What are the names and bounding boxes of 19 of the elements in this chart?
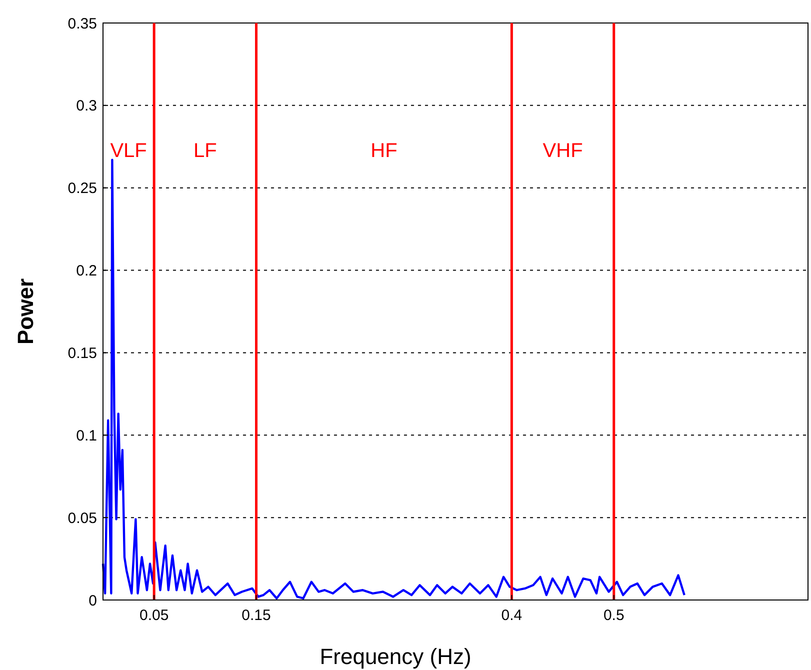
y-tick-label: 0.3 bbox=[76, 98, 97, 115]
y-axis-title: Power bbox=[13, 278, 38, 345]
y-tick-label: 0.2 bbox=[76, 262, 97, 280]
y-tick-label: 0.35 bbox=[68, 15, 97, 32]
ref-line-label: HF bbox=[370, 140, 398, 162]
ref-line-label: VLF bbox=[110, 140, 147, 162]
y-tick-label: 0.15 bbox=[68, 344, 97, 362]
x-tick-label: 0.05 bbox=[139, 607, 169, 624]
y-tick-label: 0.1 bbox=[76, 427, 97, 444]
x-tick-label: 0.15 bbox=[242, 607, 271, 624]
x-axis-title: Frequency (Hz) bbox=[320, 644, 472, 669]
ref-line-label: VHF bbox=[542, 140, 583, 162]
x-tick-label: 0.5 bbox=[603, 607, 624, 624]
line-series bbox=[102, 158, 686, 600]
y-tick-label: 0 bbox=[88, 592, 97, 610]
x-tick-label: 0.4 bbox=[501, 607, 522, 624]
y-tick-label: 0.05 bbox=[68, 510, 97, 527]
ref-line-label: LF bbox=[194, 140, 217, 162]
y-tick-label: 0.25 bbox=[68, 180, 97, 198]
